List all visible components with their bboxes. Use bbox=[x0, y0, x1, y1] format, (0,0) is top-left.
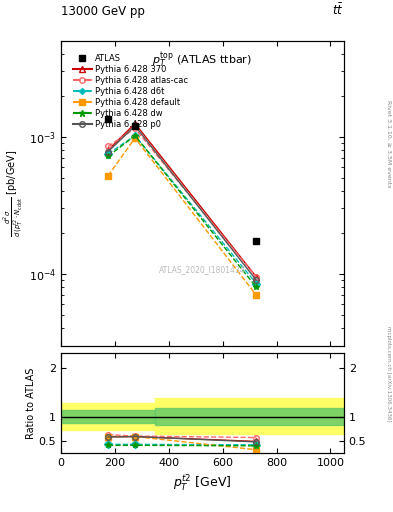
Pythia 6.428 p0 bbox=[254, 277, 259, 283]
Line: Pythia 6.428 370: Pythia 6.428 370 bbox=[105, 121, 259, 280]
Line: Pythia 6.428 dw: Pythia 6.428 dw bbox=[105, 133, 259, 290]
Pythia 6.428 default bbox=[133, 135, 138, 141]
Y-axis label: Ratio to ATLAS: Ratio to ATLAS bbox=[26, 368, 36, 439]
Text: ATLAS_2020_I1801434: ATLAS_2020_I1801434 bbox=[159, 265, 246, 274]
Pythia 6.428 370 bbox=[133, 120, 138, 126]
Pythia 6.428 p0 bbox=[106, 148, 110, 155]
X-axis label: $p_T^{t2}$ [GeV]: $p_T^{t2}$ [GeV] bbox=[173, 474, 231, 494]
Text: mcplots.cern.ch [arXiv:1306.3436]: mcplots.cern.ch [arXiv:1306.3436] bbox=[386, 326, 391, 421]
Line: Pythia 6.428 default: Pythia 6.428 default bbox=[105, 135, 259, 298]
Pythia 6.428 dw bbox=[133, 133, 138, 139]
Line: Pythia 6.428 atlas-cac: Pythia 6.428 atlas-cac bbox=[105, 126, 259, 280]
Pythia 6.428 atlas-cac bbox=[133, 125, 138, 132]
Text: $p_T^{\rm top}$ (ATLAS ttbar): $p_T^{\rm top}$ (ATLAS ttbar) bbox=[152, 50, 252, 70]
Legend: ATLAS, Pythia 6.428 370, Pythia 6.428 atlas-cac, Pythia 6.428 d6t, Pythia 6.428 : ATLAS, Pythia 6.428 370, Pythia 6.428 at… bbox=[71, 51, 190, 132]
Pythia 6.428 d6t bbox=[254, 281, 259, 287]
ATLAS bbox=[106, 116, 110, 122]
Pythia 6.428 370 bbox=[254, 274, 259, 280]
Pythia 6.428 dw bbox=[254, 284, 259, 290]
Pythia 6.428 dw bbox=[106, 153, 110, 159]
Text: 13000 GeV pp: 13000 GeV pp bbox=[61, 5, 145, 18]
Pythia 6.428 default bbox=[106, 173, 110, 179]
Line: Pythia 6.428 d6t: Pythia 6.428 d6t bbox=[105, 133, 259, 286]
Text: Rivet 3.1.10, ≥ 3.5M events: Rivet 3.1.10, ≥ 3.5M events bbox=[386, 100, 391, 187]
Pythia 6.428 370 bbox=[106, 147, 110, 153]
Pythia 6.428 atlas-cac bbox=[106, 143, 110, 150]
ATLAS bbox=[133, 123, 138, 129]
Pythia 6.428 d6t bbox=[133, 133, 138, 139]
Pythia 6.428 atlas-cac bbox=[254, 274, 259, 280]
Text: $t\bar{t}$: $t\bar{t}$ bbox=[332, 3, 344, 18]
Line: ATLAS: ATLAS bbox=[105, 115, 260, 244]
Pythia 6.428 default bbox=[254, 292, 259, 298]
Pythia 6.428 p0 bbox=[133, 123, 138, 129]
Line: Pythia 6.428 p0: Pythia 6.428 p0 bbox=[105, 123, 259, 283]
ATLAS bbox=[254, 238, 259, 244]
Pythia 6.428 d6t bbox=[106, 151, 110, 157]
Y-axis label: $\frac{d^2\sigma}{d\,(p_T^{t2}\cdot N_{\rm cdot}}$ [pb/GeV]: $\frac{d^2\sigma}{d\,(p_T^{t2}\cdot N_{\… bbox=[3, 150, 26, 237]
